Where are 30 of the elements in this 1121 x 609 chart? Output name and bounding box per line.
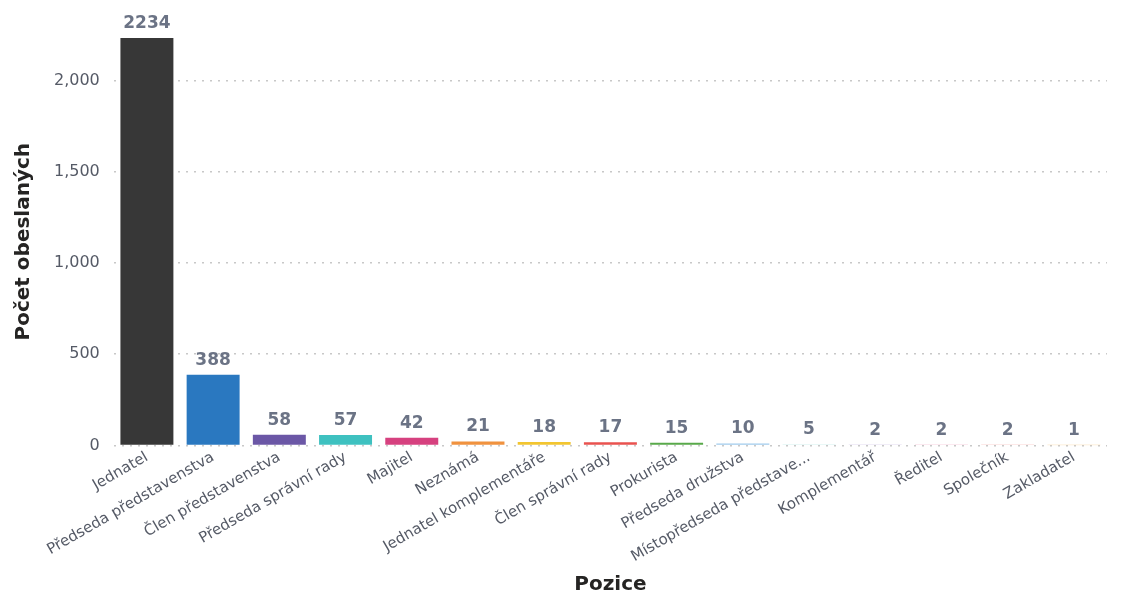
data-label: 1 [1067, 419, 1080, 440]
x-axis-title: Pozice [574, 571, 647, 596]
y-tick-label: 500 [69, 343, 100, 363]
bar [319, 435, 373, 445]
y-tick-label: 1,000 [53, 252, 100, 272]
bar [451, 441, 505, 445]
y-tick-label: 0 [89, 434, 100, 454]
data-label: 42 [399, 411, 424, 432]
bar [517, 442, 571, 445]
data-label: 2 [935, 418, 948, 439]
data-label: 2 [1001, 418, 1014, 439]
y-tick-label: 2,000 [53, 69, 100, 89]
bar [583, 442, 637, 445]
data-label: 17 [598, 416, 623, 437]
bar [186, 374, 240, 445]
data-label: 18 [532, 416, 557, 437]
y-tick-label: 1,500 [53, 161, 100, 181]
bar [385, 437, 439, 445]
data-label: 10 [730, 417, 755, 438]
data-label: 5 [803, 418, 815, 439]
y-axis-title: Počet obeslaných [10, 142, 35, 341]
data-label: 2 [869, 418, 882, 439]
data-label: 21 [466, 415, 490, 436]
bar [252, 434, 306, 445]
data-label: 2234 [123, 11, 171, 32]
data-label: 15 [664, 416, 689, 437]
bar [120, 38, 174, 445]
data-label: 57 [333, 408, 358, 429]
data-label: 388 [195, 348, 231, 369]
data-label: 58 [267, 408, 292, 429]
